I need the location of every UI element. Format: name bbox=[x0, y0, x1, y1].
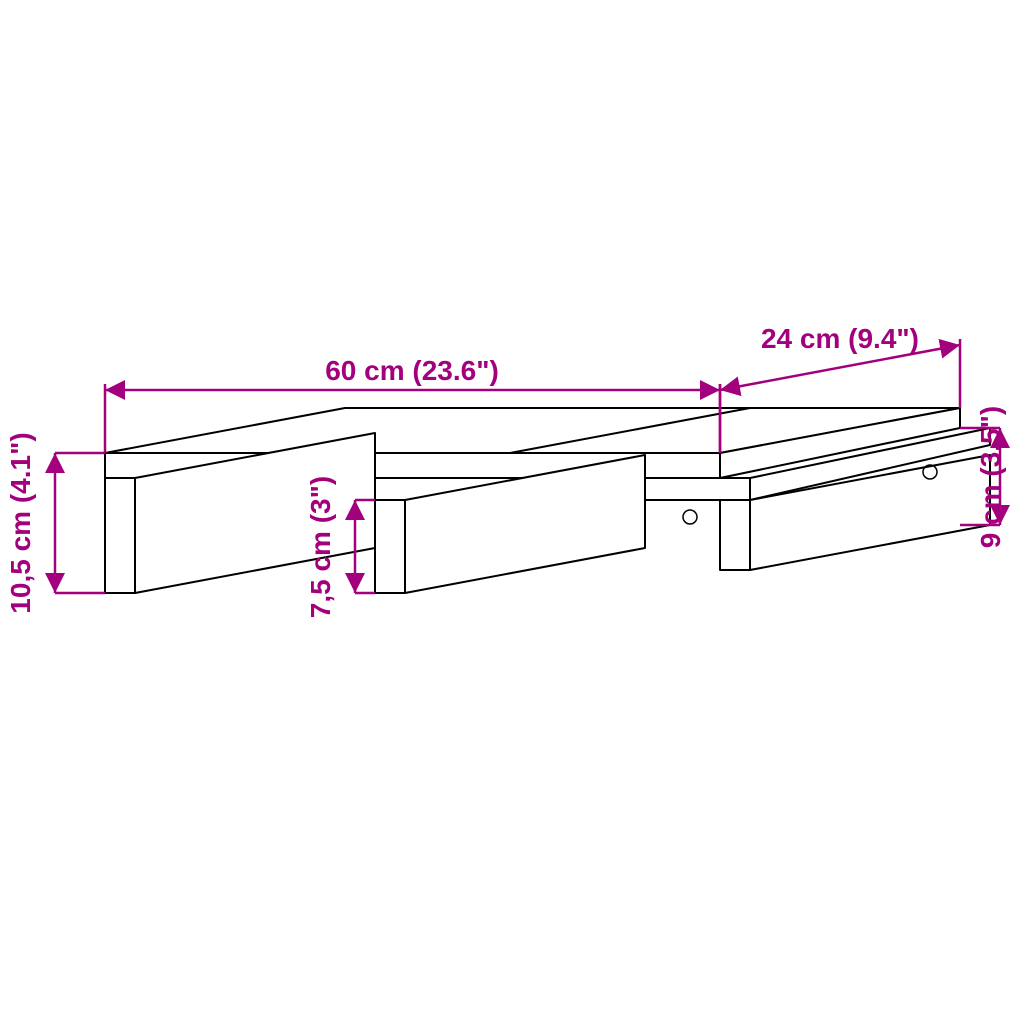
dim-label: 24 cm (9.4") bbox=[761, 323, 919, 354]
dim-label: 10,5 cm (4.1") bbox=[5, 432, 36, 613]
dim-label: 60 cm (23.6") bbox=[325, 355, 499, 386]
dim-label: 7,5 cm (3") bbox=[305, 476, 336, 618]
dim-label: 9 cm (3.5") bbox=[975, 406, 1006, 548]
product-outline bbox=[105, 408, 990, 593]
dimension-diagram: 60 cm (23.6") 24 cm (9.4") 10,5 cm (4.1") 9… bbox=[0, 0, 1024, 1024]
